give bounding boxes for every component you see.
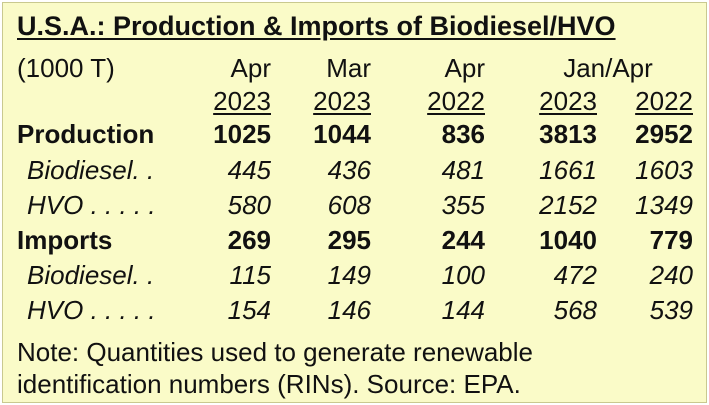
table-cell: 3813 xyxy=(539,119,597,149)
table-cell: 355 xyxy=(441,190,485,220)
table-cell: 100 xyxy=(441,260,485,290)
footnote-line: identification numbers (RINs). Source: E… xyxy=(17,369,521,399)
col5-header-year: 2022 xyxy=(635,86,693,116)
row-label-hvo: HVO . . . . . xyxy=(27,295,156,325)
table-cell: 1661 xyxy=(539,155,597,185)
table-cell: 1044 xyxy=(313,119,371,149)
footnote-line: Note: Quantities used to generate renewa… xyxy=(17,337,534,367)
period-group-header: Jan/Apr xyxy=(563,53,653,83)
table-cell: 149 xyxy=(327,260,371,290)
row-label-imports: Imports xyxy=(17,225,113,255)
table-title: U.S.A.: Production & Imports of Biodiese… xyxy=(17,11,616,41)
col1-header-month: Apr xyxy=(230,53,271,83)
col2-header-month: Mar xyxy=(326,53,371,83)
table-cell: 1025 xyxy=(213,119,271,149)
col1-header-year: 2023 xyxy=(213,86,271,116)
table-cell: 144 xyxy=(441,295,485,325)
table-cell: 295 xyxy=(327,225,371,255)
table-cell: 481 xyxy=(441,155,485,185)
table-cell: 779 xyxy=(649,225,693,255)
col3-header-month: Apr xyxy=(444,53,485,83)
table-cell: 2152 xyxy=(539,190,597,220)
table-cell: 568 xyxy=(553,295,597,325)
table-cell: 608 xyxy=(327,190,371,220)
table-cell: 154 xyxy=(227,295,271,325)
col2-header-year: 2023 xyxy=(313,86,371,116)
col4-header-year: 2023 xyxy=(539,86,597,116)
row-label-production: Production xyxy=(17,119,155,149)
table-cell: 115 xyxy=(229,260,271,290)
table-cell: 240 xyxy=(649,260,693,290)
table-cell: 269 xyxy=(227,225,271,255)
table-cell: 472 xyxy=(553,260,597,290)
row-label-hvo: HVO . . . . . xyxy=(27,190,156,220)
footnote: Note: Quantities used to generate renewa… xyxy=(17,336,697,400)
col3-header-year: 2022 xyxy=(427,86,485,116)
table-cell: 580 xyxy=(227,190,271,220)
table-cell: 2952 xyxy=(635,119,693,149)
table-cell: 146 xyxy=(327,295,371,325)
table-cell: 445 xyxy=(227,155,271,185)
table-cell: 436 xyxy=(327,155,371,185)
table-cell: 244 xyxy=(441,225,485,255)
table-cell: 1603 xyxy=(635,155,693,185)
row-label-biodiesel: Biodiesel. . xyxy=(27,260,155,290)
table-cell: 539 xyxy=(649,295,693,325)
unit-label: (1000 T) xyxy=(17,53,115,83)
table-cell: 1349 xyxy=(635,190,693,220)
table-cell: 1040 xyxy=(539,225,597,255)
table-cell: 836 xyxy=(441,119,485,149)
row-label-biodiesel: Biodiesel. . xyxy=(27,155,155,185)
